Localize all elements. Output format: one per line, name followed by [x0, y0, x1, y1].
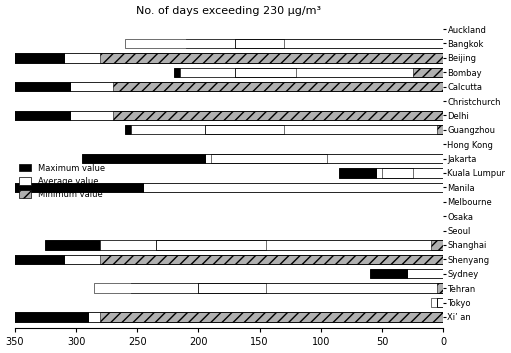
Bar	[125, 39, 284, 48]
Bar	[131, 125, 284, 134]
Bar	[0, 255, 64, 264]
Bar	[95, 283, 266, 293]
Title: No. of days exceeding 230 μg/m³: No. of days exceeding 230 μg/m³	[136, 6, 321, 16]
Bar	[376, 168, 443, 178]
Bar	[0, 312, 88, 322]
Bar	[437, 283, 443, 293]
Bar	[370, 269, 407, 279]
Bar	[174, 67, 235, 77]
Bar	[70, 82, 443, 91]
Bar	[0, 82, 70, 91]
Bar	[180, 67, 296, 77]
Bar	[45, 240, 155, 250]
Bar	[125, 125, 204, 134]
Bar	[82, 154, 204, 163]
Bar	[198, 283, 443, 293]
Legend: Maximum value, Average value, Minimum value: Maximum value, Average value, Minimum va…	[19, 164, 105, 199]
Bar	[113, 82, 443, 91]
Bar	[131, 283, 198, 293]
Bar	[64, 53, 443, 62]
Bar	[186, 39, 235, 48]
Bar	[370, 269, 407, 279]
Bar	[88, 312, 443, 322]
Bar	[407, 269, 443, 279]
Bar	[0, 183, 144, 192]
Bar	[45, 240, 155, 250]
Bar	[431, 298, 437, 307]
Bar	[0, 53, 64, 62]
Bar	[382, 168, 413, 178]
Bar	[101, 240, 266, 250]
Bar	[437, 298, 443, 307]
Bar	[0, 111, 70, 120]
Bar	[131, 283, 198, 293]
Bar	[0, 111, 70, 120]
Bar	[0, 82, 70, 91]
Bar	[339, 168, 376, 178]
Bar	[101, 255, 443, 264]
Bar	[144, 183, 443, 192]
Bar	[339, 168, 376, 178]
Bar	[155, 240, 443, 250]
Bar	[437, 125, 443, 134]
Bar	[235, 39, 443, 48]
Bar	[211, 154, 327, 163]
Bar	[235, 67, 443, 77]
Bar	[0, 53, 64, 62]
Bar	[186, 39, 235, 48]
Bar	[113, 111, 443, 120]
Bar	[204, 125, 443, 134]
Bar	[0, 255, 64, 264]
Bar	[0, 312, 88, 322]
Bar	[204, 154, 443, 163]
Bar	[413, 67, 443, 77]
Bar	[125, 125, 204, 134]
Bar	[101, 312, 443, 322]
Bar	[64, 255, 443, 264]
Bar	[101, 53, 443, 62]
Bar	[0, 183, 144, 192]
Bar	[431, 240, 443, 250]
Bar	[82, 154, 204, 163]
Bar	[174, 67, 235, 77]
Bar	[70, 111, 443, 120]
